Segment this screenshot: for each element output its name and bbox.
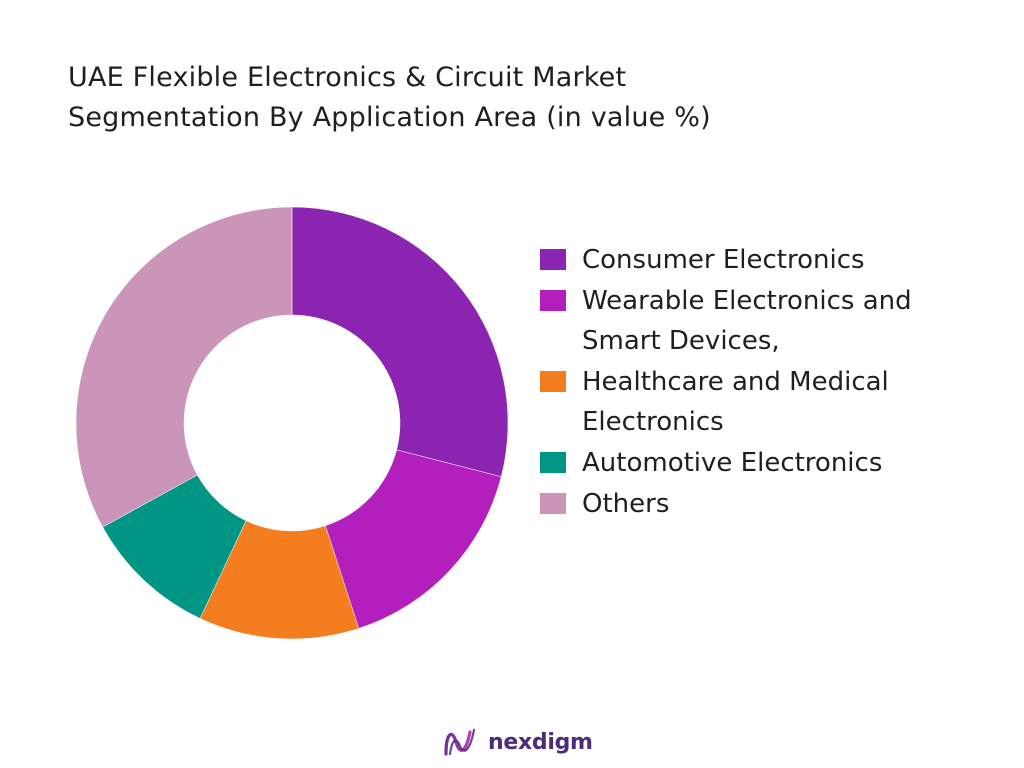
- slice-wearable-electronics: [325, 449, 502, 629]
- legend-item-wearable-electronics: Wearable Electronics and Smart Devices,: [540, 281, 1010, 361]
- legend-label: Healthcare and Medical Electronics: [582, 367, 889, 437]
- chart-title-line-1: UAE Flexible Electronics & Circuit Marke…: [68, 62, 627, 93]
- legend-item-automotive-electronics: Automotive Electronics: [540, 443, 1010, 483]
- legend-swatch: [540, 452, 566, 473]
- legend-label: Consumer Electronics: [582, 245, 865, 275]
- legend-item-others: Others: [540, 484, 1010, 524]
- legend-item-consumer-electronics: Consumer Electronics: [540, 240, 1010, 280]
- slice-others: [75, 206, 293, 528]
- legend-swatch: [540, 493, 566, 514]
- brand-name: nexdigm: [488, 729, 593, 755]
- legend-label: Automotive Electronics: [582, 448, 883, 478]
- chart-title-line-2: Segmentation By Application Area (in val…: [68, 102, 711, 133]
- slice-consumer-electronics: [291, 206, 509, 478]
- legend-item-healthcare-medical: Healthcare and Medical Electronics: [540, 362, 1010, 442]
- nexdigm-logo-icon: [444, 728, 476, 756]
- legend-swatch: [540, 371, 566, 392]
- legend-label: Wearable Electronics and Smart Devices,: [582, 286, 912, 356]
- chart-legend: Consumer Electronics Wearable Electronic…: [540, 240, 1010, 525]
- legend-label: Others: [582, 489, 670, 519]
- brand-logo: nexdigm: [440, 722, 593, 762]
- chart-title: UAE Flexible Electronics & Circuit Marke…: [68, 58, 968, 138]
- legend-swatch: [540, 249, 566, 270]
- legend-swatch: [540, 290, 566, 311]
